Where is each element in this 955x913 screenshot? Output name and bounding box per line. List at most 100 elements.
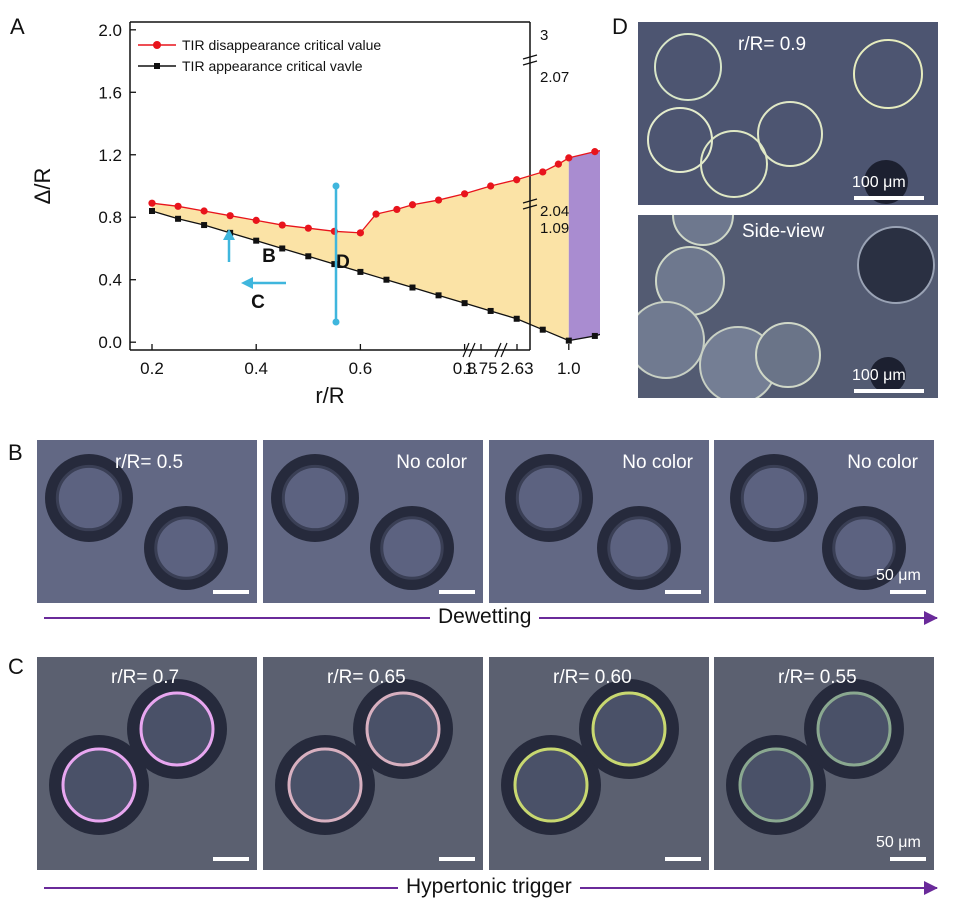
data-point xyxy=(226,212,234,220)
scale-bar xyxy=(213,590,249,594)
droplets xyxy=(501,679,679,835)
y-tick-label: 0.0 xyxy=(98,333,122,352)
x-tick-label: 1.0 xyxy=(557,359,581,378)
panel-letter-c: C xyxy=(8,654,24,679)
data-point xyxy=(356,229,364,237)
data-point xyxy=(434,196,443,204)
droplets xyxy=(726,679,904,835)
data-point xyxy=(148,199,156,207)
arrowhead-icon xyxy=(241,277,253,289)
data-point xyxy=(554,160,562,168)
data-point xyxy=(565,337,572,344)
arrowhead-icon xyxy=(223,229,235,240)
micrograph-b-3: No color xyxy=(489,440,709,603)
data-point xyxy=(513,176,521,184)
axis-break-icon xyxy=(522,198,538,210)
region-yellow xyxy=(152,157,569,341)
droplets xyxy=(49,679,227,835)
micrograph-label: No color xyxy=(396,452,467,473)
data-point xyxy=(331,261,338,268)
scale-label: 50 μm xyxy=(876,834,921,851)
scale-bar xyxy=(665,590,701,594)
y-tick-label: 1.6 xyxy=(98,83,122,102)
micrograph-b-4: No color 50 μm xyxy=(714,440,934,603)
micrograph-c-4: r/R= 0.55 50 μm xyxy=(714,657,934,870)
annotation-label: D xyxy=(336,252,350,273)
x-tick-label: 0.8 xyxy=(453,359,477,378)
data-point xyxy=(487,182,495,190)
data-point xyxy=(513,315,520,322)
data-point xyxy=(174,202,182,210)
data-point xyxy=(591,332,598,339)
micrograph-b-2: No color xyxy=(263,440,483,603)
micrograph-label: r/R= 0.7 xyxy=(111,667,180,688)
x-tick-label: 0.2 xyxy=(140,359,164,378)
panel-letter-a: A xyxy=(10,14,25,39)
y-axis-title: Δ/R xyxy=(30,168,55,205)
data-point xyxy=(461,190,469,198)
panel-letter-d: D xyxy=(612,14,628,39)
micrograph-label: r/R= 0.9 xyxy=(738,34,807,55)
data-point xyxy=(372,210,380,218)
data-point xyxy=(591,148,599,156)
scale-label: 100 μm xyxy=(852,174,906,191)
annotation-dot xyxy=(332,182,340,190)
axis-break-icon xyxy=(462,342,476,358)
data-point xyxy=(539,168,547,176)
annotation-dot xyxy=(332,318,340,326)
right-axis-label: 2.04 xyxy=(540,203,569,220)
scale-bar xyxy=(854,196,924,200)
annotation-label: B xyxy=(262,246,276,267)
right-axis-label: 3 xyxy=(540,27,548,44)
data-point xyxy=(408,201,417,209)
micrograph-d-top: r/R= 0.9 100 μm xyxy=(638,22,938,205)
scale-bar xyxy=(890,590,926,594)
x-tick-label: 1.75 xyxy=(464,359,497,378)
x-axis-title: r/R xyxy=(315,383,344,408)
data-point xyxy=(278,221,286,229)
micrograph-d-bottom: Side-view 100 μm xyxy=(638,215,938,398)
data-point xyxy=(435,292,442,299)
flow-label-dewetting: Dewetting xyxy=(430,605,540,629)
arrowhead-icon xyxy=(924,611,938,625)
data-point xyxy=(253,237,260,244)
droplets xyxy=(730,454,906,590)
micrograph-label: Side-view xyxy=(742,221,825,242)
flow-label-hypertonic: Hypertonic trigger xyxy=(398,875,580,899)
y-tick-label: 1.2 xyxy=(98,146,122,165)
micrograph-b-1: r/R= 0.5 xyxy=(37,440,257,603)
axis-break-icon xyxy=(522,54,538,66)
droplets xyxy=(271,454,454,590)
data-point xyxy=(393,205,401,214)
droplets xyxy=(275,679,453,835)
data-point xyxy=(565,154,573,162)
micrograph-c-2: r/R= 0.65 xyxy=(263,657,483,870)
data-point xyxy=(461,300,468,307)
panel-letter-b: B xyxy=(8,440,23,465)
micrograph-label: r/R= 0.65 xyxy=(327,667,406,688)
micrograph-label: No color xyxy=(622,452,693,473)
micrograph-label: r/R= 0.60 xyxy=(553,667,632,688)
scale-bar xyxy=(439,857,475,861)
legend-label: TIR disappearance critical value xyxy=(182,37,381,53)
droplet-rings xyxy=(647,33,923,204)
data-point xyxy=(383,276,390,283)
data-point xyxy=(409,284,416,291)
x-tick-label: 0.4 xyxy=(244,359,268,378)
legend-marker xyxy=(154,63,160,69)
x-tick-label: 0.6 xyxy=(349,359,373,378)
scale-bar xyxy=(665,857,701,861)
micrograph-c-3: r/R= 0.60 xyxy=(489,657,709,870)
scale-bar xyxy=(890,857,926,861)
data-point xyxy=(279,245,286,252)
region-purple xyxy=(568,150,600,341)
droplets xyxy=(45,454,228,590)
micrograph-label: r/R= 0.5 xyxy=(115,452,184,473)
data-point xyxy=(252,216,260,224)
scale-bar xyxy=(854,389,924,393)
data-point xyxy=(175,215,182,222)
data-point xyxy=(305,253,312,260)
axis-break-icon xyxy=(494,342,508,358)
data-point xyxy=(200,207,208,215)
data-point xyxy=(304,224,312,232)
